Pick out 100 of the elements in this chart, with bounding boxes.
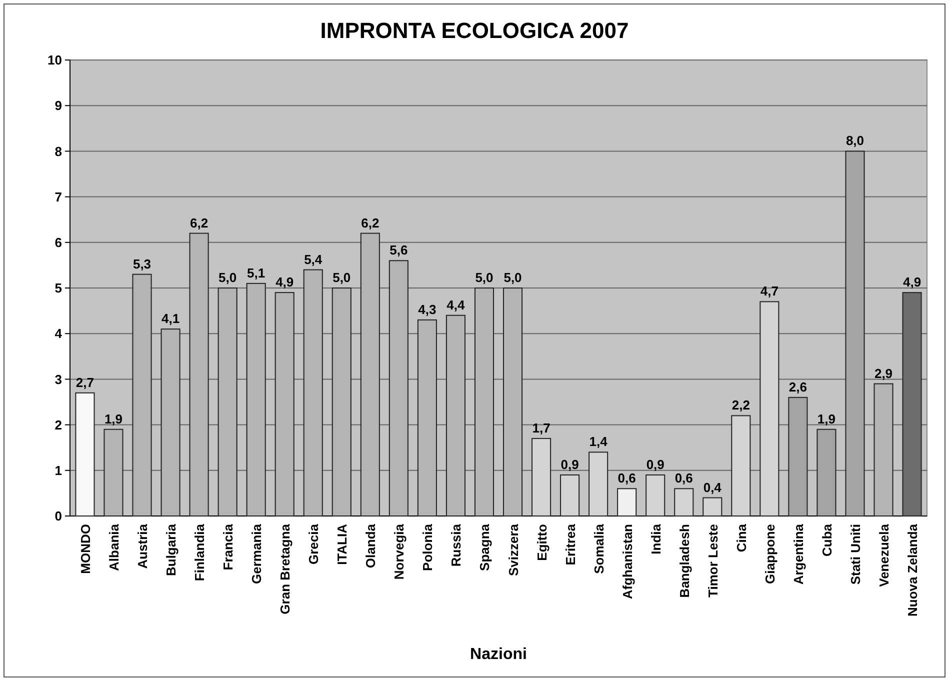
x-tick-label: MONDO xyxy=(78,524,93,574)
bar xyxy=(332,288,352,516)
x-tick-label: Grecia xyxy=(306,523,322,564)
data-label: 4,1 xyxy=(161,311,180,326)
y-tick-label: 0 xyxy=(54,508,62,524)
data-label: 0,9 xyxy=(646,456,664,472)
x-tick-label: Finlandia xyxy=(192,523,208,582)
data-label: 1,7 xyxy=(532,420,550,436)
y-tick-label: 9 xyxy=(54,98,62,114)
bar xyxy=(560,474,580,516)
bar xyxy=(75,392,95,516)
x-tick-label: Russia xyxy=(448,523,464,567)
bar xyxy=(532,438,552,516)
data-label: 5,0 xyxy=(332,270,351,285)
x-axis-title: Nazioni xyxy=(470,646,527,663)
x-tick-label: Bangladesh xyxy=(676,524,692,598)
chart-title: IMPRONTA ECOLOGICA 2007 xyxy=(320,18,629,43)
y-tick-label: 7 xyxy=(54,189,62,204)
x-tick-label: Cuba xyxy=(819,523,834,556)
y-tick-label: 1 xyxy=(54,462,62,478)
bar xyxy=(816,428,836,516)
x-tick-label: Polonia xyxy=(420,523,436,571)
data-label: 1,9 xyxy=(104,411,123,426)
bar xyxy=(246,282,266,516)
x-tick-label: Spagna xyxy=(477,523,492,571)
data-label: 2,9 xyxy=(874,366,893,381)
bar xyxy=(160,328,180,516)
data-label: 0,6 xyxy=(674,470,693,486)
x-tick-label: Cina xyxy=(734,523,749,552)
data-label: 5,0 xyxy=(504,270,522,285)
bar xyxy=(132,274,152,516)
x-tick-label: Egitto xyxy=(534,524,550,561)
data-label: 4,7 xyxy=(760,284,778,299)
x-tick-label: Francia xyxy=(220,523,236,570)
bar xyxy=(360,232,380,516)
x-tick-label: Austria xyxy=(135,523,150,569)
x-tick-label: Norvegia xyxy=(392,523,407,580)
bar xyxy=(674,488,694,516)
x-tick-label: Venezuela xyxy=(876,523,892,587)
data-label: 5,0 xyxy=(218,270,237,285)
x-tick-label: Nuova Zelanda xyxy=(905,523,920,616)
bar xyxy=(417,319,437,516)
bar xyxy=(874,383,894,516)
bar xyxy=(189,232,209,516)
data-label: 0,4 xyxy=(703,480,722,495)
bar xyxy=(502,288,523,516)
y-tick-label: 6 xyxy=(54,234,62,250)
x-tick-label: Timor Leste xyxy=(705,524,720,598)
y-tick-label: 5 xyxy=(54,280,62,296)
x-tick-label: Argentina xyxy=(790,523,806,585)
bar xyxy=(274,292,294,516)
data-label: 1,9 xyxy=(817,411,836,426)
data-label: 5,1 xyxy=(247,265,266,280)
bar xyxy=(303,269,323,516)
x-tick-label: Germania xyxy=(249,523,264,584)
bar xyxy=(446,314,466,516)
data-label: 6,2 xyxy=(190,215,208,230)
bar xyxy=(588,452,608,516)
data-label: 8,0 xyxy=(846,133,864,148)
bar xyxy=(617,488,637,516)
data-label: 5,3 xyxy=(132,256,152,272)
data-label: 5,6 xyxy=(390,242,408,258)
bar xyxy=(788,396,808,516)
y-tick-label: 10 xyxy=(48,52,62,68)
x-tick-label: Stati Uniti xyxy=(848,524,863,585)
data-label: 6,2 xyxy=(361,215,380,230)
x-tick-label: Giappone xyxy=(762,524,778,584)
x-tick-label: ITALIA xyxy=(334,523,350,565)
y-tick-label: 4 xyxy=(54,326,63,342)
bar xyxy=(646,474,666,516)
x-tick-label: Albania xyxy=(106,523,122,571)
data-label: 5,4 xyxy=(304,252,323,267)
bar xyxy=(218,288,238,516)
x-tick-label: Olanda xyxy=(363,523,378,568)
x-tick-label: Bulgaria xyxy=(164,523,179,576)
bar xyxy=(388,260,408,516)
bar xyxy=(731,415,751,516)
data-label: 5,0 xyxy=(475,270,494,285)
data-label: 4,9 xyxy=(276,274,294,290)
data-label: 1,4 xyxy=(589,434,608,450)
y-tick-label: 8 xyxy=(54,144,62,159)
x-tick-label: Afghanistan xyxy=(620,524,635,600)
y-tick-label: 3 xyxy=(54,372,62,387)
bar xyxy=(845,150,865,516)
y-tick-label: 2 xyxy=(54,417,62,432)
bar xyxy=(760,301,780,516)
data-label: 4,9 xyxy=(902,274,922,290)
data-label: 2,7 xyxy=(76,374,94,390)
bar xyxy=(104,428,124,516)
x-tick-label: Gran Bretagna xyxy=(278,523,293,614)
x-tick-label: India xyxy=(648,523,664,554)
x-tick-label: Somalia xyxy=(591,523,606,574)
data-label: 0,9 xyxy=(560,456,579,472)
data-label: 4,4 xyxy=(446,297,466,312)
bar xyxy=(474,288,494,516)
data-label: 0,6 xyxy=(618,470,636,486)
x-tick-label: Eritrea xyxy=(562,523,578,566)
data-label: 2,6 xyxy=(788,379,807,394)
bar xyxy=(702,497,722,516)
x-tick-label: Svizzera xyxy=(506,523,521,576)
